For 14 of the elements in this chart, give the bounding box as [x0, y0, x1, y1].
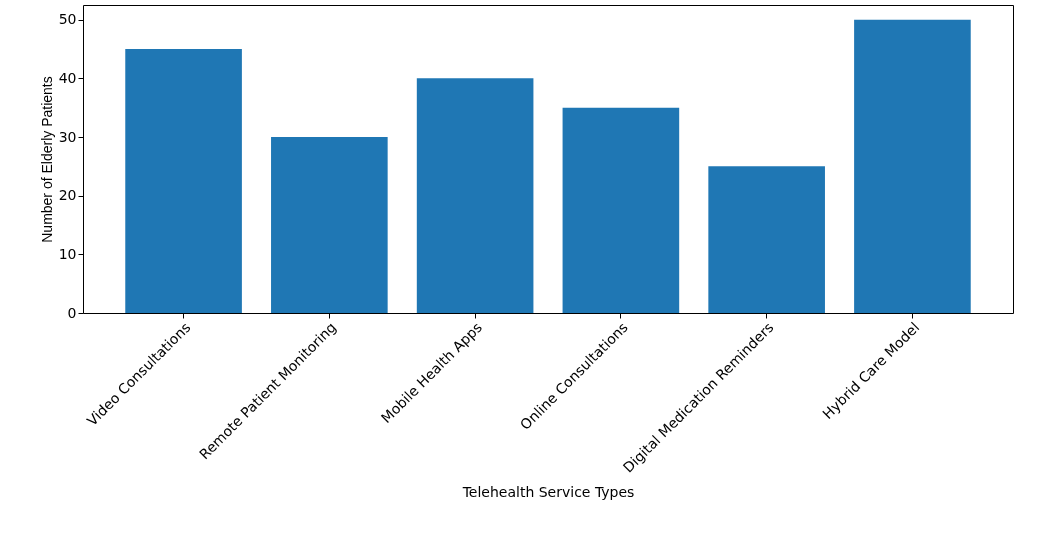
bar: [416, 78, 534, 313]
bar: [562, 107, 680, 313]
y-tick-label: 30: [58, 128, 77, 145]
bar: [125, 49, 242, 313]
y-tick-label: 40: [58, 69, 77, 86]
bar: [708, 166, 825, 313]
y-tick-label: 20: [58, 187, 77, 204]
y-tick-label: 0: [67, 304, 77, 321]
y-tick-label: 10: [58, 245, 77, 262]
bar: [271, 137, 388, 313]
y-axis-title: Number of Elderly Patients: [38, 76, 55, 243]
bar: [854, 19, 971, 313]
y-tick-label: 50: [58, 11, 77, 28]
x-axis-title: Telehealth Service Types: [461, 483, 635, 500]
